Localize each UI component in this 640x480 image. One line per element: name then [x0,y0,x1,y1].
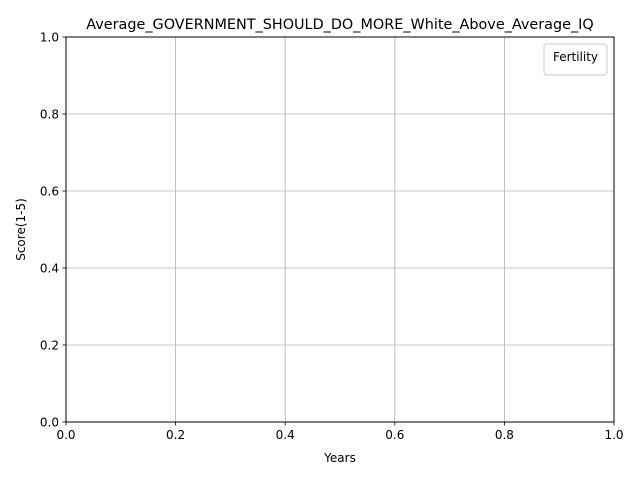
axes-frame [65,36,615,423]
x-axis-label: Years [323,451,356,465]
y-axis-ticks: 0.0 0.2 0.4 0.6 0.8 1.0 [40,31,66,430]
y-axis-label: Score(1-5) [14,198,28,261]
y-tick-label: 0.4 [40,262,59,276]
y-tick-label: 0.6 [40,185,59,199]
legend-title: Fertility [553,50,598,64]
legend-box [543,43,608,76]
y-tick-label: 0.8 [40,108,59,122]
plot-area [65,36,615,423]
chart-title: Average_GOVERNMENT_SHOULD_DO_MORE_White_… [86,17,593,33]
legend: Fertility [543,43,608,76]
grid-lines [65,36,615,423]
x-tick-label: 1.0 [604,428,623,442]
x-tick-label: 0.6 [385,428,404,442]
y-tick-label: 0.0 [40,416,59,430]
x-tick-label: 0.8 [495,428,514,442]
x-tick-label: 0.0 [56,428,75,442]
x-tick-label: 0.2 [166,428,185,442]
x-axis-ticks: 0.0 0.2 0.4 0.6 0.8 1.0 [56,422,624,442]
y-tick-label: 1.0 [40,31,59,45]
y-tick-label: 0.2 [40,339,59,353]
x-tick-label: 0.4 [276,428,295,442]
